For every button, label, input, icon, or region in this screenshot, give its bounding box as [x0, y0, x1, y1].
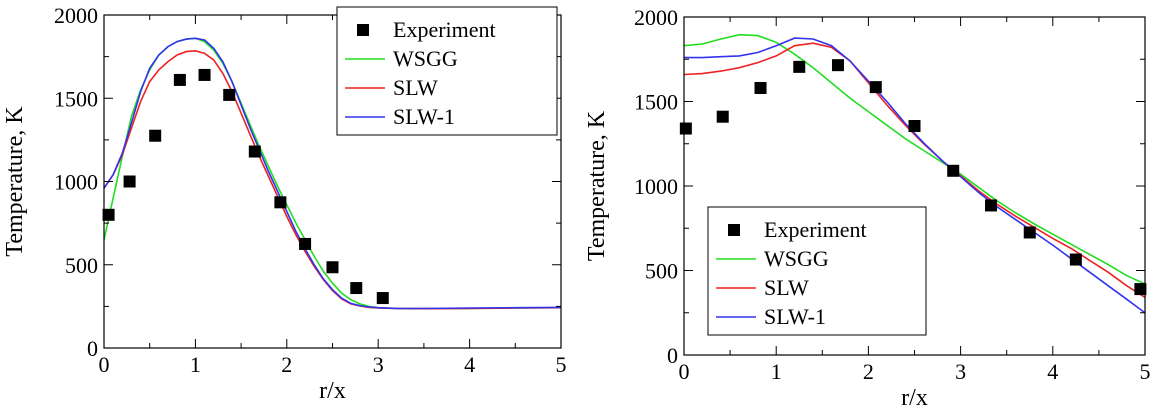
y-tick-label: 0	[667, 343, 678, 368]
y-tick-label: 500	[65, 253, 98, 278]
series-line-wsgg	[684, 33, 1145, 285]
x-tick-label: 5	[556, 352, 567, 377]
legend: Experiment WSGG SLW SLW-1	[336, 6, 558, 136]
legend-box	[707, 206, 927, 336]
legend-label: SLW-1	[393, 104, 455, 129]
experiment-point	[1069, 253, 1082, 266]
experiment-point	[908, 120, 921, 133]
legend-label: Experiment	[393, 17, 496, 42]
y-tick-label: 1500	[634, 90, 678, 115]
legend-box	[336, 6, 558, 136]
x-tick-label: 2	[281, 352, 292, 377]
experiment-point	[198, 68, 211, 81]
experiment-point	[869, 81, 882, 94]
experiment-point	[831, 59, 844, 72]
x-tick-label: 4	[464, 352, 475, 377]
x-tick-label: 4	[1047, 359, 1058, 384]
x-tick-label: 1	[771, 359, 782, 384]
experiment-point	[102, 208, 115, 221]
legend-marker-experiment	[728, 224, 740, 236]
y-tick-label: 1000	[54, 170, 98, 195]
experiment-point	[123, 175, 136, 188]
y-tick-label: 0	[87, 336, 98, 361]
x-tick-label: 3	[373, 352, 384, 377]
experiment-point	[947, 164, 960, 177]
legend-label: WSGG	[764, 246, 829, 271]
x-tick-label: 3	[955, 359, 966, 384]
y-axis-label: Temperature, K	[2, 106, 28, 257]
series-line-slw	[684, 42, 1145, 299]
legend-label: SLW-1	[764, 304, 826, 329]
x-axis-label: r/x	[901, 385, 928, 411]
legend-label: WSGG	[393, 46, 458, 71]
experiment-point	[679, 122, 692, 135]
x-tick-label: 0	[679, 359, 690, 384]
experiment-point	[173, 73, 186, 86]
y-tick-label: 1000	[634, 174, 678, 199]
experiment-point	[299, 237, 312, 250]
legend-label: SLW	[764, 275, 809, 300]
x-tick-label: 0	[99, 352, 110, 377]
legend-marker-experiment	[357, 24, 369, 36]
experiment-point	[248, 145, 261, 158]
experiment-point	[274, 196, 287, 209]
experiment-point	[1134, 283, 1147, 296]
legend-label: Experiment	[764, 217, 867, 242]
x-tick-label: 5	[1140, 359, 1151, 384]
y-tick-label: 2000	[54, 3, 98, 28]
experiment-point	[223, 88, 236, 101]
x-tick-label: 1	[190, 352, 201, 377]
experiment-point	[793, 60, 806, 73]
experiment-point	[985, 199, 998, 212]
y-tick-label: 2000	[634, 5, 678, 30]
experiment-point	[716, 110, 729, 123]
x-axis-label: r/x	[319, 378, 346, 404]
experiment-point	[350, 282, 363, 295]
experiment-point	[754, 81, 767, 94]
y-tick-label: 1500	[54, 86, 98, 111]
chart-panel-1: 0 1 2 3 4 5 0 500 1000 1500 2000 r/x Temperature, K E…	[2, 3, 567, 404]
x-tick-label: 2	[863, 359, 874, 384]
experiment-point	[1023, 226, 1036, 239]
experiment-point	[376, 292, 389, 305]
series-line-slw-1	[684, 37, 1145, 314]
experiment-point	[149, 129, 162, 142]
y-axis-label: Temperature, K	[584, 110, 610, 261]
legend-label: SLW	[393, 75, 438, 100]
experiment-point	[326, 261, 339, 274]
series-line-slw-1	[104, 37, 561, 310]
chart-panel-2: 0 1 2 3 4 5 0 500 1000 1500 2000 r/x Temperature, K E…	[584, 5, 1151, 411]
legend: Experiment WSGG SLW SLW-1	[707, 206, 927, 336]
y-tick-label: 500	[645, 259, 678, 284]
